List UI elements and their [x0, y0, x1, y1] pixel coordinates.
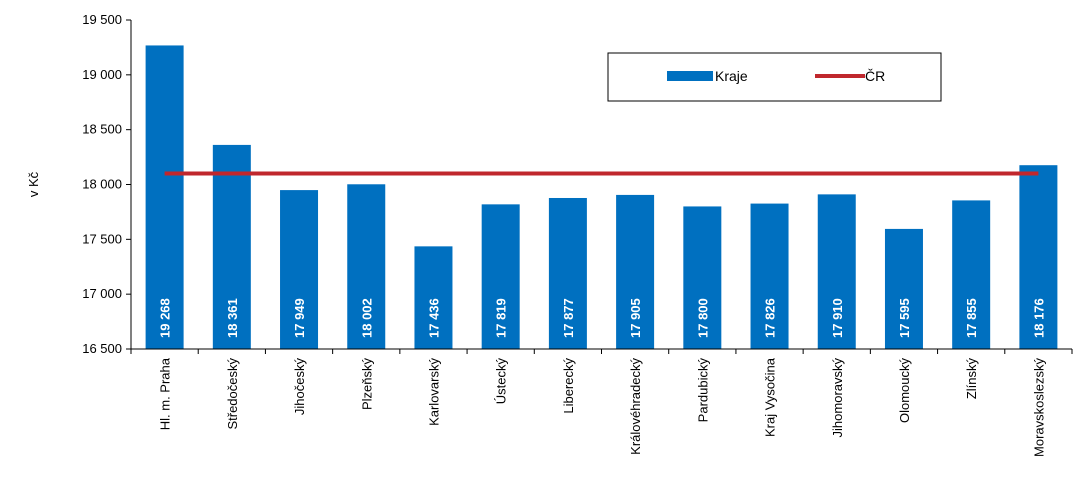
- category-label: Karlovarský: [426, 358, 441, 426]
- category-label: Plzeňský: [359, 358, 374, 411]
- data-label: 17 949: [292, 298, 307, 338]
- category-label: Jihomoravský: [830, 358, 845, 438]
- data-label: 18 176: [1031, 298, 1046, 338]
- y-axis-label: v Kč: [26, 171, 41, 197]
- bar: [683, 206, 722, 349]
- y-tick-label: 18 500: [82, 122, 122, 137]
- y-tick-label: 19 500: [82, 12, 122, 27]
- category-label: Hl. m. Praha: [158, 357, 173, 430]
- bar: [548, 197, 587, 349]
- y-axis: 16 500 17 000 17 500 18 000 18 500 19 000 19 5…: [82, 12, 132, 356]
- bar: [347, 184, 386, 349]
- y-tick-label: 18 000: [82, 177, 122, 192]
- legend-box: [607, 52, 942, 102]
- data-label: 17 800: [695, 298, 710, 338]
- bar: [481, 204, 520, 349]
- category-label: Středočeský: [225, 358, 240, 430]
- y-tick-label: 16 500: [82, 341, 122, 356]
- data-label: 17 855: [964, 298, 979, 338]
- data-label: 17 436: [426, 298, 441, 338]
- bar: [212, 144, 251, 349]
- category-label: Olomoucký: [897, 358, 912, 424]
- data-label: 17 819: [494, 298, 509, 338]
- data-label: 19 268: [158, 298, 173, 338]
- bar: [884, 228, 923, 349]
- y-tick-label: 17 000: [82, 286, 122, 301]
- bar: [817, 194, 856, 349]
- category-label: Královéhradecký: [628, 358, 643, 455]
- bar: [1019, 165, 1058, 349]
- legend: Kraje ČR: [607, 52, 942, 102]
- legend-label-kraje: Kraje: [715, 68, 748, 84]
- bars: [145, 45, 1058, 350]
- bar: [616, 194, 655, 349]
- bar: [750, 203, 789, 349]
- category-label: Zlínský: [964, 358, 979, 400]
- category-label: Liberecký: [561, 358, 576, 414]
- legend-swatch-kraje: [667, 71, 713, 81]
- x-axis: Hl. m. Praha Středočeský Jihočeský Plzeňský…: [130, 348, 1073, 457]
- data-label: 17 905: [628, 298, 643, 338]
- data-labels: 19 268 18 361 17 949 18 002 17 436 17 819 17 8…: [158, 298, 1047, 338]
- y-tick-label: 19 000: [82, 67, 122, 82]
- data-label: 17 877: [561, 298, 576, 338]
- bar: [280, 190, 319, 349]
- data-label: 17 595: [897, 298, 912, 338]
- data-label: 17 826: [763, 298, 778, 338]
- bar: [145, 45, 184, 350]
- bar: [414, 246, 453, 349]
- data-label: 18 361: [225, 298, 240, 338]
- legend-label-cr: ČR: [865, 68, 885, 84]
- y-tick-label: 17 500: [82, 231, 122, 246]
- category-label: Jihočeský: [292, 358, 307, 416]
- category-label: Ústecký: [494, 358, 509, 405]
- data-label: 17 910: [830, 298, 845, 338]
- data-label: 18 002: [359, 298, 374, 338]
- bar: [952, 200, 991, 349]
- category-label: Kraj Vysočina: [763, 357, 778, 437]
- category-label: Moravskoslezský: [1031, 358, 1046, 457]
- category-label: Pardubický: [695, 358, 710, 423]
